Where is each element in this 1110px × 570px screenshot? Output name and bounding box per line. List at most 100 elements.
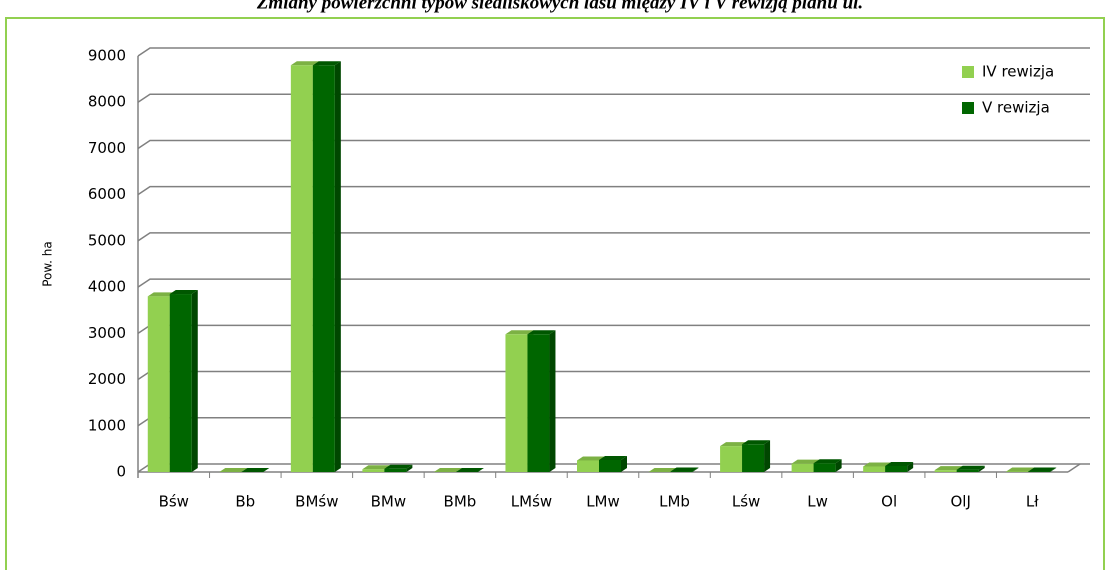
- bar-top: [863, 462, 892, 467]
- bar: [169, 290, 198, 472]
- x-tick-label: LMw: [586, 493, 620, 511]
- x-tick-label: BMw: [371, 493, 407, 511]
- grid-line: [137, 139, 1090, 150]
- bar-front: [720, 446, 743, 472]
- bar: [241, 468, 270, 472]
- y-tick-label: 5000: [88, 231, 126, 249]
- bar-top: [577, 456, 605, 461]
- y-tick-label: 4000: [88, 278, 126, 296]
- bar-top: [599, 455, 627, 460]
- bar: [384, 464, 413, 472]
- x-tick-label: BMb: [444, 493, 477, 511]
- bar: [813, 459, 842, 472]
- y-tick-label: 7000: [88, 139, 126, 157]
- x-tick-label: BMśw: [295, 493, 338, 511]
- grid-line: [137, 47, 1090, 57]
- y-tick-label: 1000: [88, 416, 126, 434]
- bar-side: [835, 459, 842, 472]
- bar-front: [384, 468, 407, 472]
- bar-top: [813, 459, 842, 464]
- bar: [455, 468, 484, 472]
- bar-top: [433, 468, 462, 472]
- x-tick-label: Bb: [235, 493, 255, 511]
- x-tick-label: Lśw: [732, 493, 760, 511]
- bar-front: [742, 444, 765, 472]
- bar-front: [577, 460, 599, 472]
- x-tick-label: Bśw: [159, 493, 189, 511]
- bar-side: [764, 440, 771, 472]
- bar-side: [978, 465, 985, 472]
- x-tick-label: Ol: [881, 493, 897, 511]
- grid-line: [137, 370, 1090, 381]
- x-axis-back: [1067, 463, 1081, 473]
- grid-line: [137, 232, 1090, 242]
- bar-front: [505, 334, 528, 472]
- bar-top: [505, 330, 534, 335]
- bar-front: [863, 466, 886, 472]
- bar: [956, 465, 985, 472]
- x-tick-label: LMb: [659, 493, 690, 511]
- bar-side: [406, 464, 413, 472]
- bar-top: [527, 330, 556, 335]
- y-tick-label: 2000: [88, 370, 126, 388]
- legend-swatch: [962, 102, 974, 114]
- y-axis-label: Pow. ha: [41, 241, 55, 286]
- legend-label: IV rewizja: [982, 63, 1054, 81]
- bar-front: [147, 296, 170, 472]
- bar-front: [813, 463, 836, 472]
- grid-line: [137, 324, 1090, 334]
- bar-side: [621, 455, 627, 472]
- x-tick-label: OlJ: [950, 493, 970, 511]
- y-tick-label: 9000: [88, 47, 126, 65]
- bar-top: [241, 468, 270, 472]
- bar-top: [670, 467, 699, 472]
- bar-front: [290, 65, 313, 472]
- y-tick-label: 8000: [88, 93, 126, 111]
- bar-top: [791, 459, 820, 464]
- bar-top: [1028, 467, 1057, 472]
- bar-front: [169, 294, 192, 472]
- bar: [885, 461, 914, 472]
- x-tick-label: Lł: [1026, 493, 1039, 511]
- bar-top: [362, 465, 391, 470]
- bar-front: [956, 469, 979, 472]
- bar-top: [956, 465, 985, 470]
- bar-top: [648, 468, 677, 472]
- bar-top: [384, 464, 413, 469]
- x-tick-label: LMśw: [511, 493, 552, 511]
- legend-label: V rewizja: [982, 99, 1050, 117]
- y-tick-label: 6000: [88, 185, 126, 203]
- bar: [1028, 467, 1057, 472]
- bar-top: [885, 461, 914, 466]
- bar-top: [290, 61, 319, 66]
- grid-line: [137, 278, 1090, 288]
- bar-side: [692, 467, 699, 472]
- bar-top: [219, 468, 248, 472]
- grid-line: [137, 417, 1090, 427]
- bar-front: [599, 459, 621, 472]
- bar-front: [885, 465, 908, 472]
- bar: [312, 61, 341, 472]
- bar: [648, 468, 677, 472]
- y-tick-label: 0: [116, 463, 126, 481]
- bar-side: [191, 290, 198, 472]
- bar-front: [312, 65, 335, 472]
- bar: [742, 440, 771, 472]
- bar-front: [527, 334, 550, 472]
- bar-top: [742, 440, 771, 445]
- bar-front: [791, 463, 814, 472]
- bar-front: [934, 470, 957, 472]
- bar-top: [169, 290, 198, 295]
- grid-line: [137, 185, 1090, 196]
- bar-side: [334, 61, 341, 472]
- grid-line: [137, 93, 1090, 103]
- frame: [5, 17, 1105, 570]
- bar-top: [1006, 467, 1035, 472]
- y-tick-label: 3000: [88, 324, 126, 342]
- x-tick-label: Lw: [807, 493, 828, 511]
- bar-top: [455, 468, 484, 472]
- bar: [670, 467, 699, 472]
- bar-top: [720, 442, 749, 447]
- bar-side: [1050, 467, 1057, 472]
